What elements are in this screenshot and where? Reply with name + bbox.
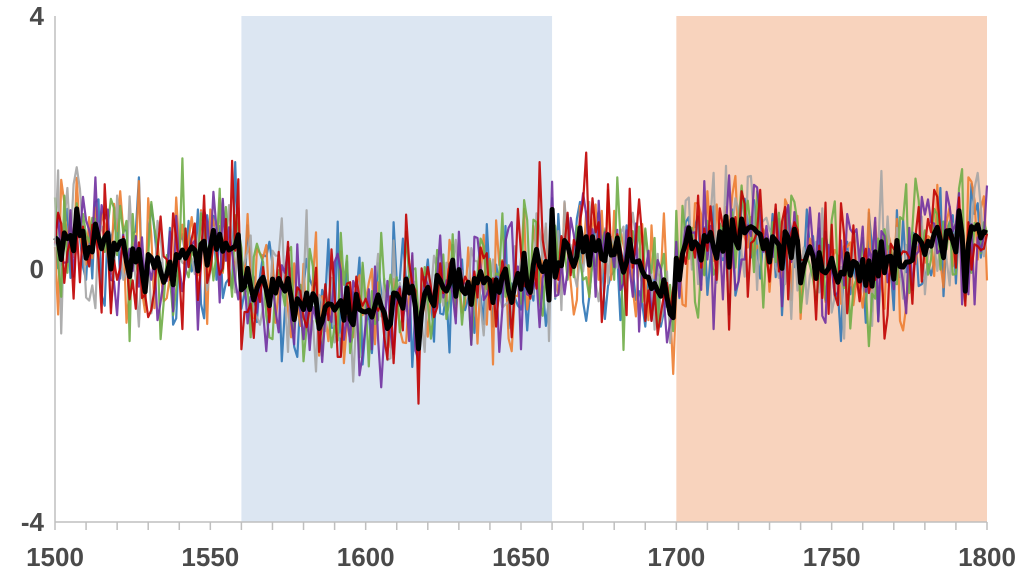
x-tick-label: 1550 <box>181 542 239 572</box>
x-tick-label: 1650 <box>492 542 550 572</box>
tick-labels: 1500 1550 1600 1650 1700 1750 1800 4 0 -4 <box>21 1 1016 572</box>
x-tick-label: 1800 <box>958 542 1016 572</box>
axes <box>54 16 988 530</box>
x-tick-label: 1500 <box>26 542 84 572</box>
series-lines <box>53 151 989 405</box>
x-tick-label: 1700 <box>647 542 705 572</box>
x-tick-label: 1750 <box>803 542 861 572</box>
x-tick-label: 1600 <box>337 542 395 572</box>
series-line-6 <box>53 151 989 405</box>
y-tick-label: 0 <box>30 254 44 284</box>
y-tick-label: -4 <box>21 507 45 537</box>
y-tick-label: 4 <box>30 1 45 31</box>
series-line-mean <box>53 206 988 352</box>
